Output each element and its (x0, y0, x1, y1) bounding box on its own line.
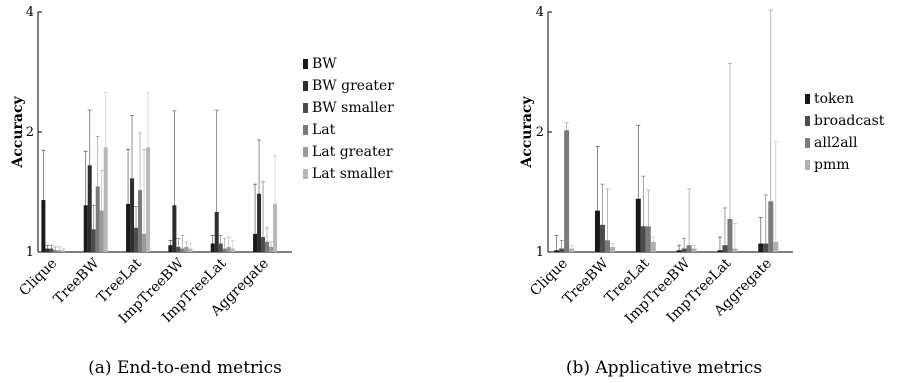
y-tick-label: 2 (536, 125, 544, 140)
legend-swatch (303, 169, 308, 179)
legend-label: Lat greater (312, 144, 393, 160)
legend-label: Lat smaller (312, 166, 393, 182)
bar (45, 248, 50, 252)
bar (49, 248, 54, 252)
x-tick-label: TreeBW (51, 255, 103, 307)
y-tick-label: 1 (26, 245, 34, 260)
legend-swatch (303, 59, 308, 69)
legend-swatch (805, 160, 810, 170)
legend-label: BW greater (312, 78, 394, 94)
legend-swatch (303, 147, 308, 157)
legend-swatch (805, 94, 810, 104)
legend-swatch (303, 125, 308, 135)
panel-end-to-end: 124AccuracyCliqueTreeBWTreeLatImpTreeBWI… (10, 5, 394, 378)
legend-label: token (814, 91, 854, 107)
chart-caption: (b) Applicative metrics (566, 358, 762, 378)
legend-swatch (303, 103, 308, 113)
y-tick-label: 2 (26, 125, 34, 140)
bar (564, 130, 570, 252)
y-tick-label: 1 (536, 245, 544, 260)
legend-swatch (303, 81, 308, 91)
y-axis-label: Accuracy (519, 96, 535, 169)
chart-caption: (a) End-to-end metrics (88, 358, 282, 378)
legend-label: BW (312, 56, 337, 72)
x-tick-label: TreeBW (560, 255, 612, 307)
y-axis-label: Accuracy (10, 96, 26, 169)
y-tick-label: 4 (536, 5, 544, 20)
y-tick-label: 4 (26, 5, 34, 20)
legend-label: pmm (814, 157, 850, 173)
legend-swatch (805, 116, 810, 126)
legend-label: broadcast (814, 113, 885, 129)
legend-label: all2all (814, 135, 858, 151)
legend-swatch (805, 138, 810, 148)
panel-applicative: 124AccuracyCliqueTreeBWTreeLatImpTreeBWI… (519, 5, 885, 378)
legend-label: Lat (312, 122, 336, 138)
legend-label: BW smaller (312, 100, 394, 116)
